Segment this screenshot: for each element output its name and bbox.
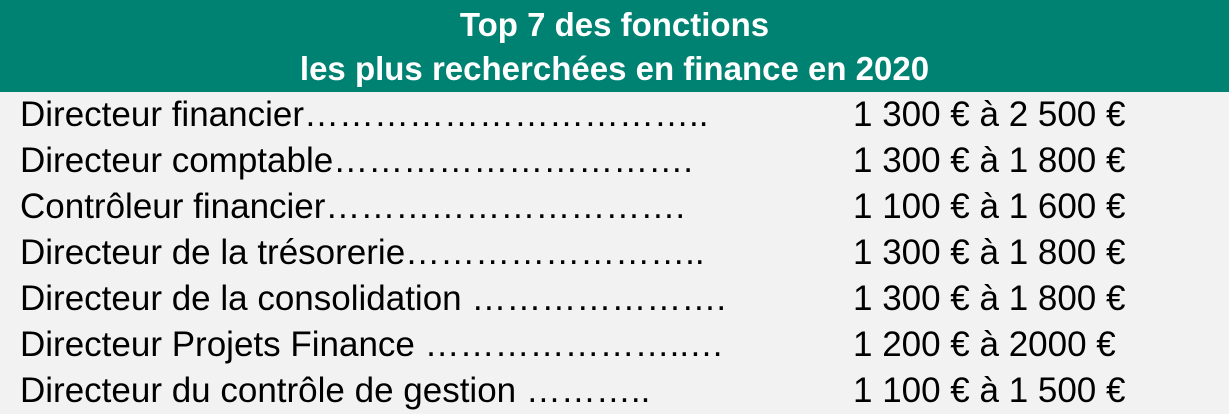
title-line-2: les plus recherchées en finance en 2020 [299,50,930,87]
list-item: Directeur Projets Finance …………………..… 1 2… [0,322,1229,368]
salary-range: 1 100 € à 1 500 € [853,371,1126,410]
job-title: Directeur comptable…………………………. [20,141,693,180]
job-title: Directeur financier…………………………….. [20,95,709,134]
title-banner: Top 7 des fonctions les plus recherchées… [0,0,1229,92]
salary-range: 1 300 € à 1 800 € [853,141,1126,180]
list-item: Directeur comptable…………………………. 1 300 € à… [0,138,1229,184]
list-item: Contrôleur financier…………………………. 1 100 € … [0,184,1229,230]
job-title: Directeur Projets Finance …………………..… [20,325,725,364]
salary-range: 1 300 € à 1 800 € [853,233,1126,272]
job-title: Directeur de la trésorerie…………………….. [20,233,705,272]
job-title: Directeur de la consolidation …………………. [20,279,727,318]
job-title: Directeur du contrôle de gestion ……….. [20,371,651,410]
salary-list: Directeur financier…………………………….. 1 300 €… [0,92,1229,414]
list-item: Directeur financier…………………………….. 1 300 €… [0,92,1229,138]
list-item: Directeur de la consolidation …………………. 1… [0,276,1229,322]
list-item: Directeur de la trésorerie…………………….. 1 3… [0,230,1229,276]
job-title: Contrôleur financier…………………………. [20,187,686,226]
title-line-1: Top 7 des fonctions [459,6,770,43]
list-item: Directeur du contrôle de gestion ……….. 1… [0,368,1229,414]
salary-range: 1 100 € à 1 600 € [853,187,1126,226]
salary-range: 1 300 € à 2 500 € [853,95,1126,134]
salary-range: 1 300 € à 1 800 € [853,279,1126,318]
salary-range: 1 200 € à 2000 € [853,325,1116,364]
